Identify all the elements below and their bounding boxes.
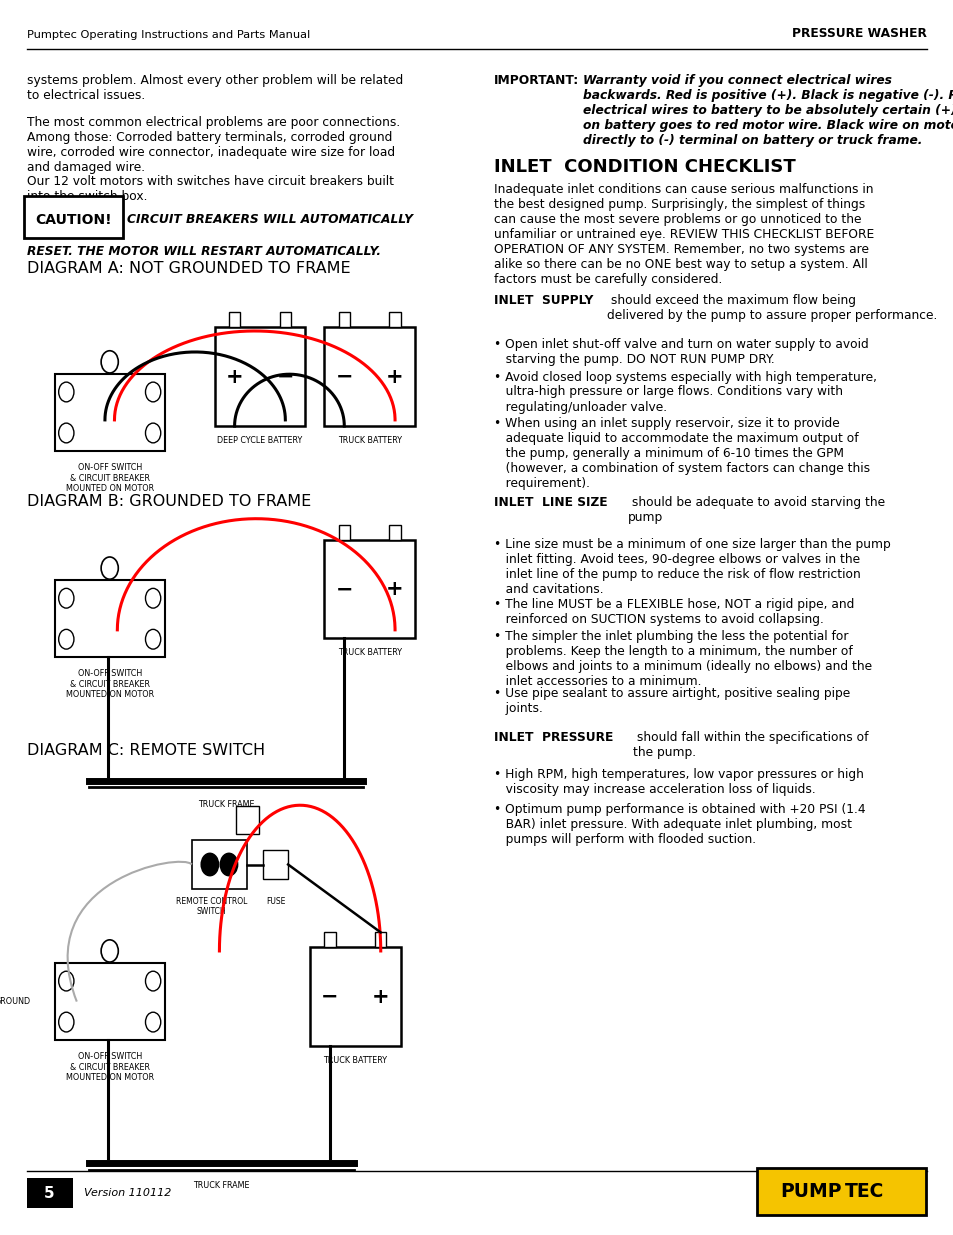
Text: ON-OFF SWITCH
& CIRCUIT BREAKER
MOUNTED ON MOTOR: ON-OFF SWITCH & CIRCUIT BREAKER MOUNTED … (66, 1052, 153, 1082)
Text: PRESSURE WASHER: PRESSURE WASHER (792, 26, 926, 40)
Bar (229, 312, 240, 327)
Bar (279, 312, 291, 327)
Text: −: − (276, 367, 294, 387)
Circle shape (101, 557, 118, 579)
Text: +: + (386, 579, 403, 599)
Text: DEEP CYCLE BATTERY: DEEP CYCLE BATTERY (217, 436, 302, 445)
Circle shape (145, 630, 160, 650)
Text: INLET  CONDITION CHECKLIST: INLET CONDITION CHECKLIST (494, 158, 795, 177)
Text: TRUCK BATTERY: TRUCK BATTERY (323, 1056, 387, 1065)
Circle shape (145, 1013, 160, 1032)
Bar (27, 1178, 72, 1208)
Text: RESET. THE MOTOR WILL RESTART AUTOMATICALLY.: RESET. THE MOTOR WILL RESTART AUTOMATICA… (27, 245, 380, 258)
Text: TEC: TEC (844, 1182, 883, 1202)
Circle shape (145, 588, 160, 608)
Text: −: − (321, 987, 338, 1007)
Text: TRUCK BATTERY: TRUCK BATTERY (337, 436, 401, 445)
Bar (338, 525, 350, 540)
Text: 5: 5 (44, 1186, 55, 1200)
Text: INLET  PRESSURE: INLET PRESSURE (494, 731, 613, 745)
Text: • Optimum pump performance is obtained with +20 PSI (1.4
   BAR) inlet pressure.: • Optimum pump performance is obtained w… (494, 803, 865, 846)
Bar (55, 963, 165, 1040)
Bar (310, 947, 400, 1046)
Circle shape (220, 853, 237, 876)
Text: • Line size must be a minimum of one size larger than the pump
   inlet fitting.: • Line size must be a minimum of one siz… (494, 538, 890, 597)
Text: INLET  SUPPLY: INLET SUPPLY (494, 294, 593, 308)
Bar (756, 1168, 925, 1215)
Bar (263, 850, 288, 879)
Text: CAUTION!: CAUTION! (35, 212, 112, 227)
Bar (192, 840, 247, 889)
FancyBboxPatch shape (24, 195, 123, 237)
Text: GROUND: GROUND (0, 997, 30, 1007)
Text: • Avoid closed loop systems especially with high temperature,
   ultra-high pres: • Avoid closed loop systems especially w… (494, 370, 876, 414)
Text: ON-OFF SWITCH
& CIRCUIT BREAKER
MOUNTED ON MOTOR: ON-OFF SWITCH & CIRCUIT BREAKER MOUNTED … (66, 669, 153, 699)
Circle shape (59, 1013, 74, 1032)
Text: +: + (386, 367, 403, 387)
Text: −: − (335, 579, 353, 599)
Text: Our 12 volt motors with switches have circuit breakers built
into the switch box: Our 12 volt motors with switches have ci… (27, 175, 394, 204)
Circle shape (201, 853, 218, 876)
Circle shape (59, 971, 74, 990)
Bar (375, 932, 386, 947)
Bar (324, 327, 415, 426)
Bar (324, 932, 335, 947)
Text: • Open inlet shut-off valve and turn on water supply to avoid
   starving the pu: • Open inlet shut-off valve and turn on … (494, 338, 868, 367)
Circle shape (145, 971, 160, 990)
Circle shape (145, 382, 160, 401)
Bar (55, 580, 165, 657)
Text: +: + (372, 987, 389, 1007)
Bar (55, 374, 165, 451)
Bar (389, 312, 400, 327)
Circle shape (59, 630, 74, 650)
Text: Version 110112: Version 110112 (84, 1188, 172, 1198)
Text: PUMP: PUMP (780, 1182, 841, 1202)
Text: systems problem. Almost every other problem will be related
to electrical issues: systems problem. Almost every other prob… (27, 74, 402, 103)
Text: FUSE: FUSE (266, 897, 285, 905)
Text: DIAGRAM B: GROUNDED TO FRAME: DIAGRAM B: GROUNDED TO FRAME (27, 494, 311, 509)
Text: REMOTE CONTROL
SWITCH: REMOTE CONTROL SWITCH (176, 897, 247, 916)
Text: ON-OFF SWITCH
& CIRCUIT BREAKER
MOUNTED ON MOTOR: ON-OFF SWITCH & CIRCUIT BREAKER MOUNTED … (66, 463, 153, 493)
Bar (389, 525, 400, 540)
Text: DIAGRAM A: NOT GROUNDED TO FRAME: DIAGRAM A: NOT GROUNDED TO FRAME (27, 261, 350, 275)
Circle shape (59, 588, 74, 608)
Text: TRUCK FRAME: TRUCK FRAME (193, 1181, 250, 1189)
Bar (338, 312, 350, 327)
Text: • Use pipe sealant to assure airtight, positive sealing pipe
   joints.: • Use pipe sealant to assure airtight, p… (494, 687, 849, 715)
Text: • High RPM, high temperatures, low vapor pressures or high
   viscosity may incr: • High RPM, high temperatures, low vapor… (494, 768, 863, 797)
Text: The most common electrical problems are poor connections.
Among those: Corroded : The most common electrical problems are … (27, 116, 399, 174)
Text: TRUCK FRAME: TRUCK FRAME (197, 800, 254, 809)
Circle shape (101, 351, 118, 373)
Text: • When using an inlet supply reservoir, size it to provide
   adequate liquid to: • When using an inlet supply reservoir, … (494, 417, 869, 490)
Circle shape (145, 424, 160, 443)
Text: should fall within the specifications of
the pump.: should fall within the specifications of… (632, 731, 867, 760)
Bar (214, 327, 305, 426)
Text: Inadequate inlet conditions can cause serious malfunctions in
the best designed : Inadequate inlet conditions can cause se… (494, 183, 874, 285)
Text: should be adequate to avoid starving the
pump: should be adequate to avoid starving the… (627, 496, 884, 525)
Text: +: + (226, 367, 243, 387)
Text: Pumptec Operating Instructions and Parts Manual: Pumptec Operating Instructions and Parts… (27, 30, 310, 40)
Text: −: − (335, 367, 353, 387)
Text: IMPORTANT:: IMPORTANT: (494, 74, 578, 88)
Text: • The simpler the inlet plumbing the less the potential for
   problems. Keep th: • The simpler the inlet plumbing the les… (494, 630, 871, 688)
Circle shape (59, 382, 74, 401)
Text: INLET  LINE SIZE: INLET LINE SIZE (494, 496, 607, 510)
Text: • The line MUST be a FLEXIBLE hose, NOT a rigid pipe, and
   reinforced on SUCTI: • The line MUST be a FLEXIBLE hose, NOT … (494, 598, 854, 626)
Bar (235, 806, 258, 834)
Bar (324, 540, 415, 638)
Text: DIAGRAM C: REMOTE SWITCH: DIAGRAM C: REMOTE SWITCH (27, 743, 265, 758)
Text: CIRCUIT BREAKERS WILL AUTOMATICALLY: CIRCUIT BREAKERS WILL AUTOMATICALLY (127, 214, 413, 226)
Circle shape (101, 940, 118, 962)
Circle shape (59, 424, 74, 443)
Text: Warranty void if you connect electrical wires
backwards. Red is positive (+). Bl: Warranty void if you connect electrical … (582, 74, 953, 147)
Text: should exceed the maximum flow being
delivered by the pump to assure proper perf: should exceed the maximum flow being del… (606, 294, 936, 322)
Text: TRUCK BATTERY: TRUCK BATTERY (337, 648, 401, 657)
